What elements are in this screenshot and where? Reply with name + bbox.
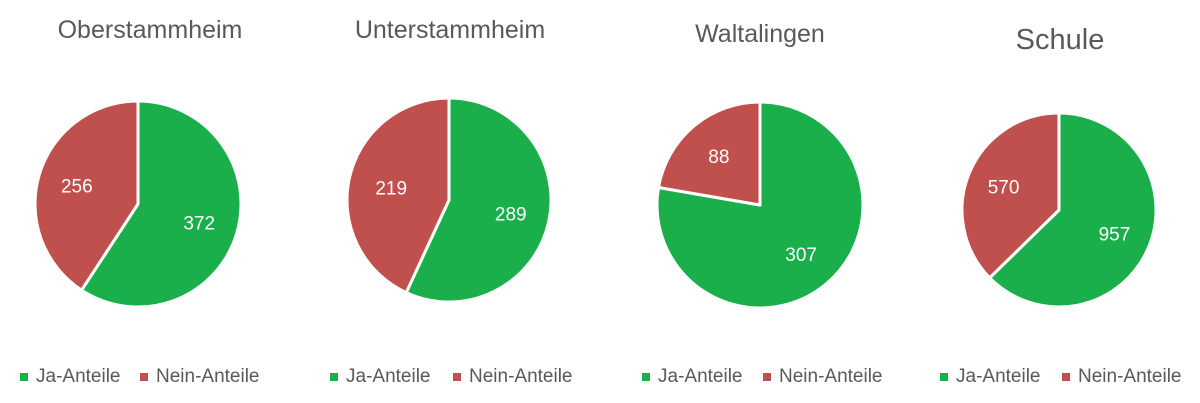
pie-chart-oberstammheim: Oberstammheim 372 256 Ja-Anteile Nein-Ant… (0, 0, 300, 403)
data-label-ja: 307 (785, 245, 817, 266)
legend-label-ja: Ja-Anteile (956, 366, 1041, 387)
legend-label-nein: Nein-Anteile (779, 366, 883, 387)
legend-label-ja: Ja-Anteile (346, 366, 431, 387)
legend-item-nein: Nein-Anteile (1062, 366, 1182, 388)
data-label-nein: 219 (375, 178, 407, 199)
data-label-ja: 957 (1099, 224, 1131, 245)
legend-swatch-nein (1062, 373, 1070, 381)
data-label-nein: 570 (988, 178, 1020, 199)
legend-swatch-nein (140, 373, 148, 381)
data-label-nein: 256 (61, 177, 93, 198)
legend-label-nein: Nein-Anteile (469, 366, 573, 387)
legend: Ja-Anteile Nein-Anteile (300, 366, 600, 388)
chart-title: Unterstammheim (354, 16, 546, 44)
legend-label-nein: Nein-Anteile (156, 366, 260, 387)
chart-title: Oberstammheim (57, 16, 243, 44)
legend-item-ja: Ja-Anteile (940, 366, 1041, 388)
legend-label-ja: Ja-Anteile (36, 366, 121, 387)
legend-swatch-ja (330, 373, 338, 381)
legend-swatch-ja (20, 373, 28, 381)
pie-slice-nein (33, 99, 140, 292)
legend: Ja-Anteile Nein-Anteile (610, 366, 910, 388)
data-label-ja: 289 (495, 205, 527, 226)
legend-item-nein: Nein-Anteile (453, 366, 573, 388)
pie-slice-ja (404, 96, 553, 304)
legend: Ja-Anteile Nein-Anteile (910, 366, 1200, 388)
legend-swatch-nein (763, 373, 771, 381)
legend-item-nein: Nein-Anteile (140, 366, 260, 388)
pie-plot: 289 219 (345, 96, 553, 304)
pie-slice-nein (960, 111, 1061, 280)
data-label-nein: 88 (708, 147, 729, 168)
legend-item-ja: Ja-Anteile (20, 366, 121, 388)
chart-title: Schule (1015, 24, 1105, 56)
pie-plot: 307 88 (655, 100, 865, 310)
data-label-ja: 372 (183, 213, 215, 234)
legend: Ja-Anteile Nein-Anteile (0, 366, 300, 388)
legend-swatch-ja (642, 373, 650, 381)
pie-chart-schule: Schule 957 570 Ja-Anteile Nein-Anteile (910, 0, 1200, 403)
legend-item-ja: Ja-Anteile (330, 366, 431, 388)
pie-chart-waltalingen: Waltalingen 307 88 Ja-Anteile Nein-Anteil… (610, 0, 910, 403)
legend-item-nein: Nein-Anteile (763, 366, 883, 388)
legend-label-ja: Ja-Anteile (658, 366, 743, 387)
pie-slice-ja (655, 100, 865, 310)
legend-item-ja: Ja-Anteile (642, 366, 743, 388)
pie-chart-unterstammheim: Unterstammheim 289 219 Ja-Anteile Nein-An… (300, 0, 600, 403)
pie-slice-ja (80, 99, 243, 309)
legend-label-nein: Nein-Anteile (1078, 366, 1182, 387)
chart-title: Waltalingen (695, 20, 825, 48)
pie-slice-nein (657, 100, 762, 207)
legend-swatch-nein (453, 373, 461, 381)
pie-plot: 957 570 (960, 111, 1158, 309)
pie-plot: 372 256 (33, 99, 243, 309)
pie-slice-nein (345, 96, 451, 295)
legend-swatch-ja (940, 373, 948, 381)
pie-slice-ja (988, 111, 1158, 309)
